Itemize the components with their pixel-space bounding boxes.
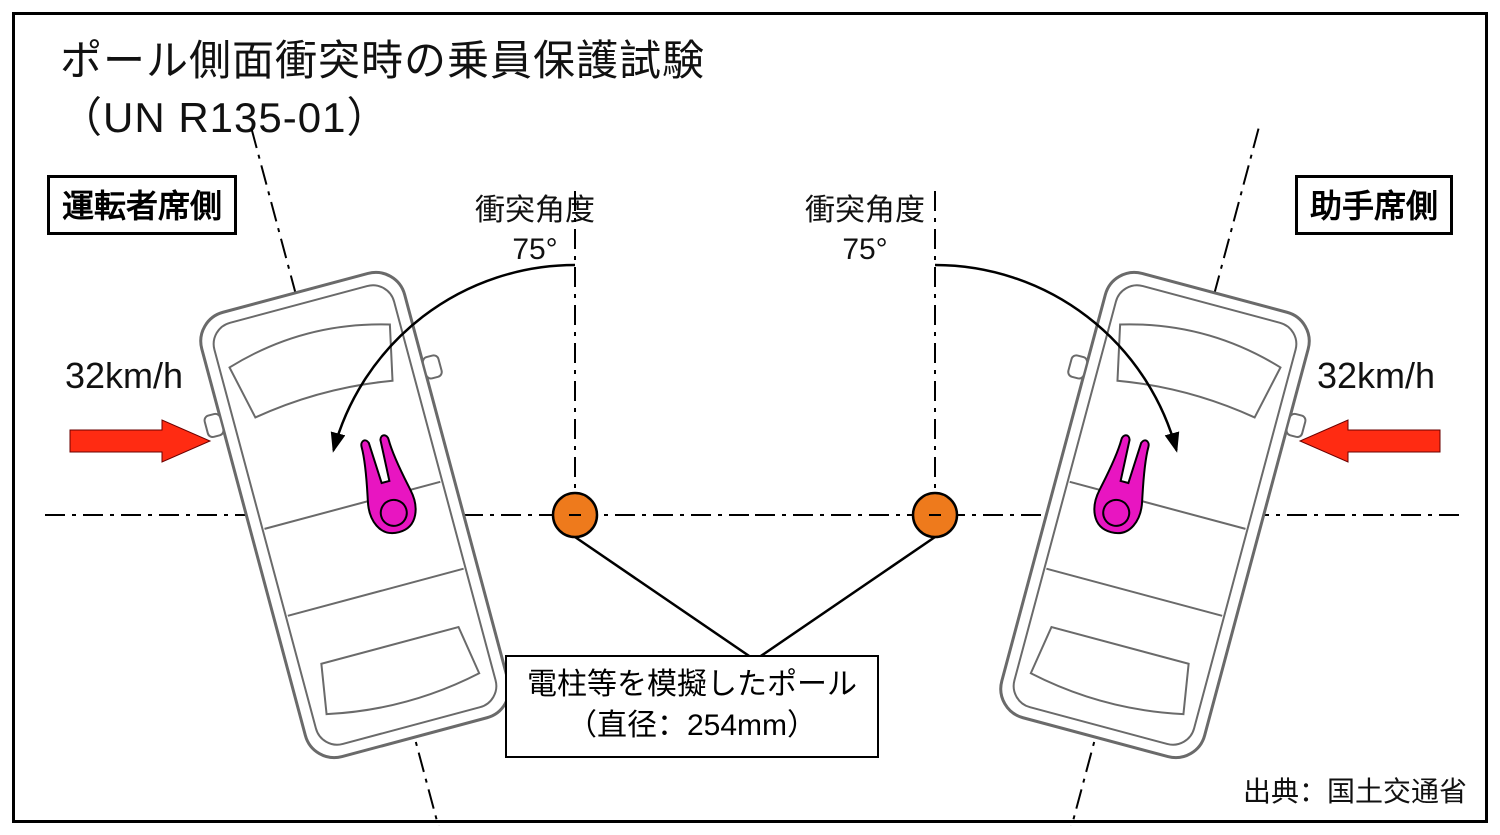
left-speed-arrow-icon [70, 420, 210, 462]
source-attribution: 出典：国土交通省 [1243, 770, 1467, 810]
pole-caption-line1: 電柱等を模擬したポール [527, 668, 857, 701]
pole-caption: 電柱等を模擬したポール （直径：254mm） [505, 655, 879, 758]
left-pole-leader [575, 537, 755, 660]
pole-caption-line2: （直径：254mm） [567, 709, 817, 742]
diagram-frame: ポール側面衝突時の乗員保護試験 （UN R135-01） 運転者席側 助手席側 … [12, 12, 1488, 823]
right-speed-arrow-icon [1300, 420, 1440, 462]
right-pole-leader [755, 537, 935, 660]
right-vehicle [935, 97, 1376, 826]
